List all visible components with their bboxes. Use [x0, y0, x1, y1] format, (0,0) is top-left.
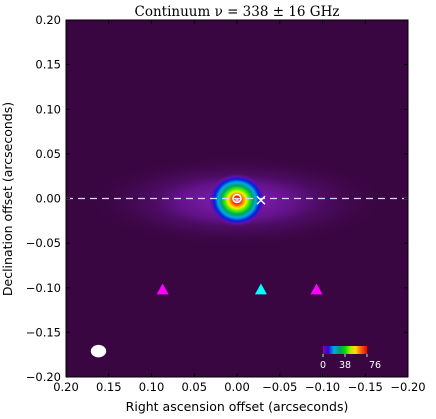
y-tick-label: 0.05 [35, 147, 61, 161]
x-tick-label: 0.20 [53, 380, 79, 394]
y-tick-label: 0.10 [35, 102, 61, 116]
x-axis-title: Right ascension offset (arcseconds) [126, 399, 349, 414]
x-tick-label: −0.10 [305, 380, 340, 394]
x-tick-label: −0.15 [348, 380, 383, 394]
y-tick-label: −0.10 [26, 281, 61, 295]
triangle-marker [156, 283, 169, 295]
plot-area: 0 38 76 [66, 20, 408, 377]
y-tick-label: −0.20 [26, 370, 61, 384]
triangle-marker [254, 283, 267, 295]
x-tick-label: 0.00 [224, 380, 250, 394]
x-tick-label: −0.20 [390, 380, 425, 394]
beam-ellipse [90, 344, 107, 358]
x-tick-label: 0.05 [181, 380, 207, 394]
y-tick-label: 0.15 [35, 58, 61, 72]
y-axis-title: Declination offset (arcseconds) [0, 102, 15, 296]
colorbar [323, 346, 367, 354]
emission-core [209, 174, 265, 226]
colorbar-tick-label: 76 [369, 360, 381, 371]
x-tick-label: −0.05 [262, 380, 297, 394]
chart-title: Continuum ν = 338 ± 16 GHz [135, 4, 340, 20]
colorbar-tick-label: 38 [339, 360, 351, 371]
x-tick-label: 0.15 [96, 380, 122, 394]
y-tick-label: −0.15 [26, 325, 61, 339]
triangle-marker [310, 283, 323, 295]
y-tick-label: −0.05 [26, 236, 61, 250]
source-center-marker [232, 193, 242, 204]
colorbar-tick-label: 0 [320, 360, 326, 371]
y-tick-label: 0.20 [35, 13, 61, 27]
x-tick-label: 0.10 [139, 380, 165, 394]
x-marker [256, 195, 266, 205]
y-tick-label: 0.00 [35, 192, 61, 206]
